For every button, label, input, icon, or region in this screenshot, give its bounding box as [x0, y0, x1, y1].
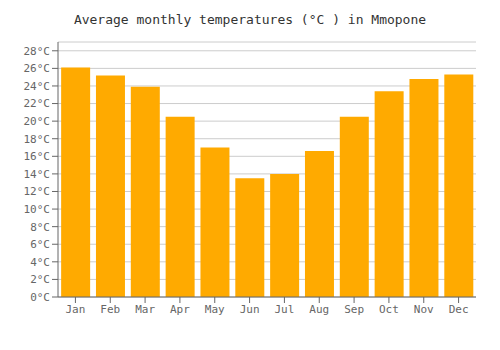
svg-text:24°C: 24°C [24, 80, 51, 93]
svg-text:4°C: 4°C [30, 256, 50, 269]
svg-text:Mar: Mar [135, 303, 155, 316]
svg-text:12°C: 12°C [24, 185, 51, 198]
svg-text:14°C: 14°C [24, 168, 51, 181]
svg-text:22°C: 22°C [24, 97, 51, 110]
html-text:Average monthly temperatures (: Average monthly temperatures (°C ) in Mm… [73, 12, 427, 27]
svg-text:Jun: Jun [240, 303, 260, 316]
svg-text:Jan: Jan [65, 303, 85, 316]
svg-text:Nov: Nov [414, 303, 434, 316]
svg-text:6°C: 6°C [30, 238, 50, 251]
svg-text:26°C: 26°C [24, 62, 51, 75]
svg-text:Aug: Aug [309, 303, 329, 316]
svg-text:Sep: Sep [344, 303, 364, 316]
svg-text:18°C: 18°C [24, 133, 51, 146]
svg-text:2°C: 2°C [30, 273, 50, 286]
svg-text:20°C: 20°C [24, 115, 51, 128]
svg-text:Apr: Apr [170, 303, 190, 316]
svg-text:Oct: Oct [379, 303, 399, 316]
svg-text:0°C: 0°C [30, 291, 50, 304]
svg-text:Jul: Jul [274, 303, 294, 316]
svg-text:Dec: Dec [449, 303, 469, 316]
svg-text:10°C: 10°C [24, 203, 51, 216]
svg-text:Feb: Feb [100, 303, 120, 316]
svg-text:28°C: 28°C [24, 45, 51, 58]
svg-text:8°C: 8°C [30, 221, 50, 234]
svg-text:May: May [205, 303, 225, 316]
svg-text:16°C: 16°C [24, 150, 51, 163]
